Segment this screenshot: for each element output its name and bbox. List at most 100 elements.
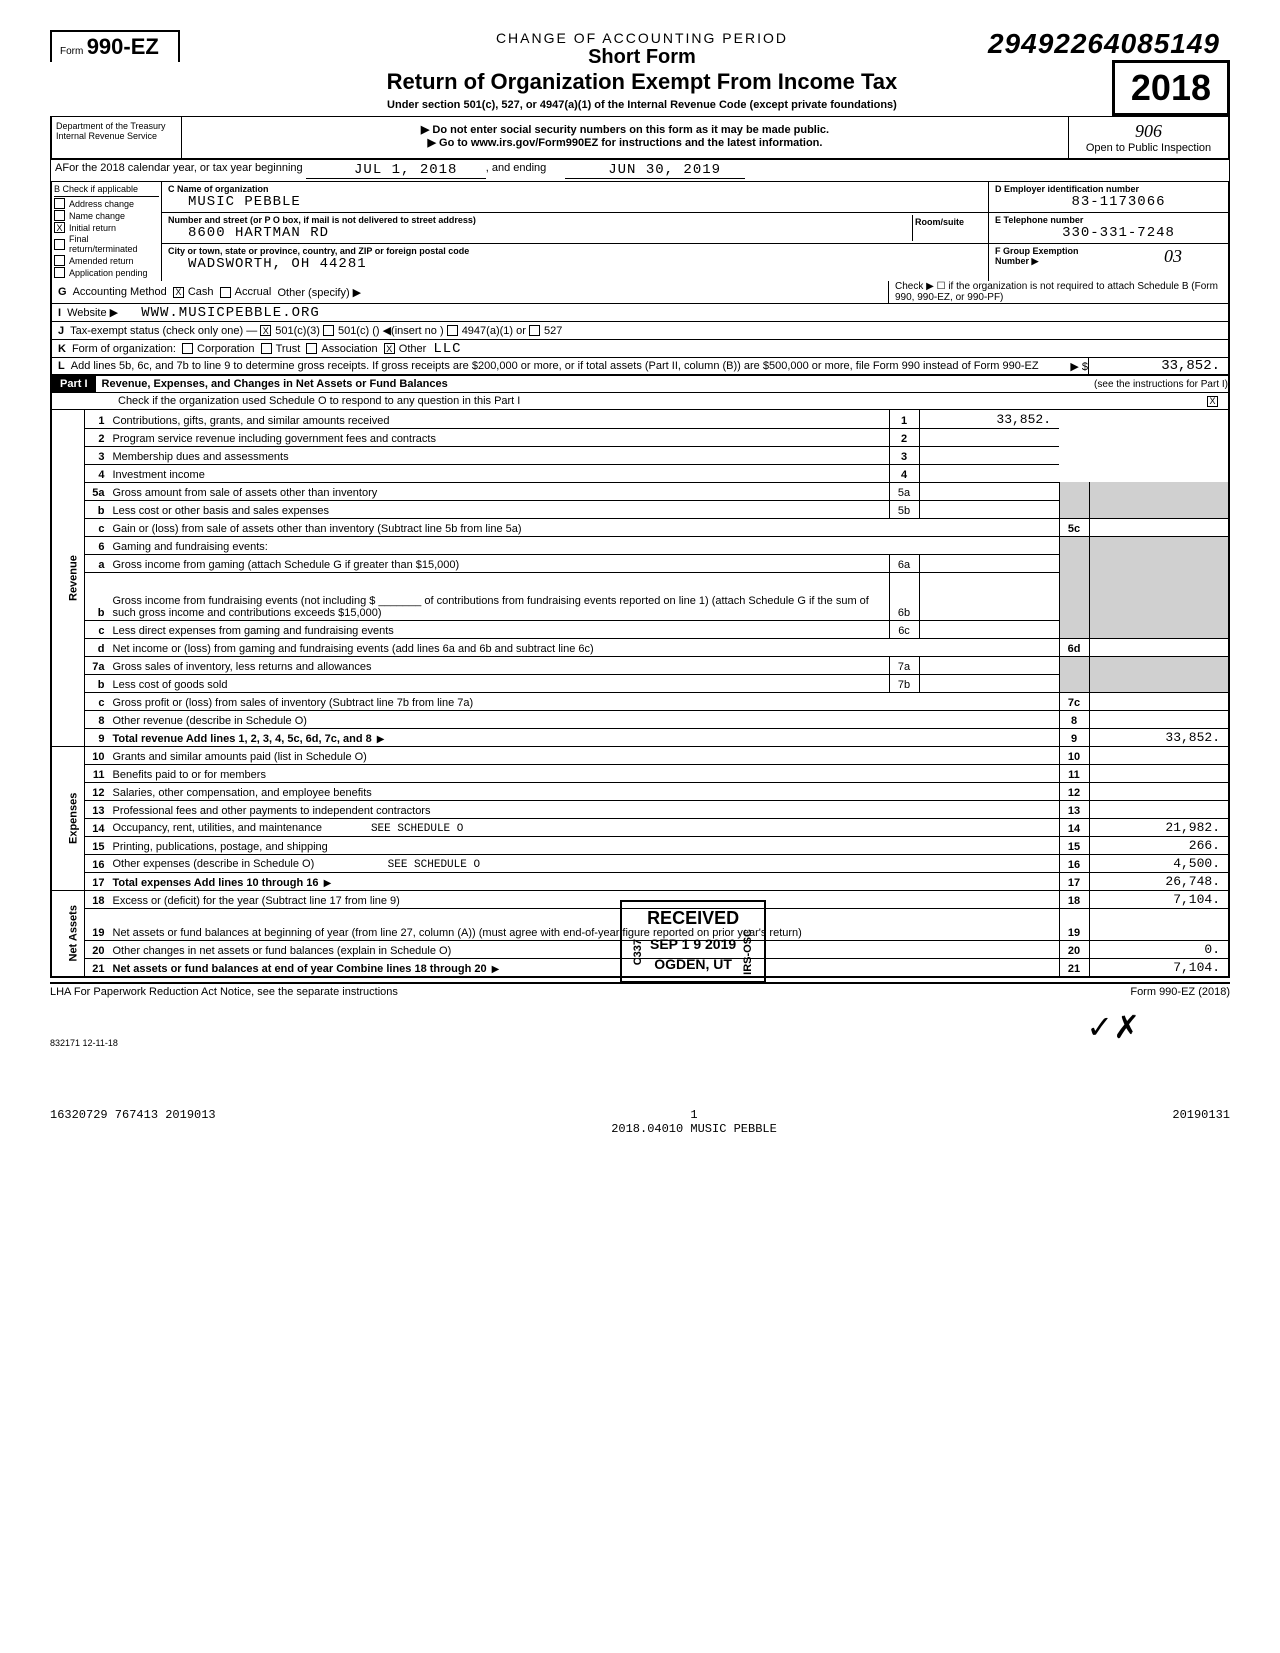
checkbox-other-org[interactable]: X [384,343,395,354]
stamp-city: OGDEN, UT [650,956,736,972]
checkbox-final-return[interactable] [54,239,65,250]
checkbox-pending[interactable] [54,267,65,278]
checkbox-cash[interactable]: X [173,287,184,298]
e-label: E Telephone number [995,215,1222,225]
row-i: I Website ▶ WWW.MUSICPEBBLE.ORG [50,304,1230,322]
bottom-line: 16320729 767413 2019013 1 2018.04010 MUS… [50,1108,1230,1136]
row-k-text: Form of organization: [72,343,176,355]
row-k: K Form of organization: Corporation Trus… [50,340,1230,358]
line-desc: Less cost of goods sold [109,674,890,692]
line-amt [919,428,1059,446]
other-org-value: LLC [429,341,461,357]
line-col: 6d [1059,638,1089,656]
bottom-center2: 2018.04010 MUSIC PEBBLE [611,1122,777,1136]
line-desc: Grants and similar amounts paid (list in… [109,746,1060,764]
label-other-method: Other (specify) ▶ [277,286,361,299]
shade [1059,656,1089,692]
handwritten-906: 906 [1135,121,1162,141]
line-desc: Total revenue Add lines 1, 2, 3, 4, 5c, … [109,728,1060,746]
table-row: 14Occupancy, rent, utilities, and mainte… [51,818,1229,836]
table-row: 15Printing, publications, postage, and s… [51,836,1229,854]
stamp-date: SEP 1 9 2019 [650,936,736,952]
line-col: 17 [1059,872,1089,890]
table-row: bGross income from fundraising events (n… [51,572,1229,620]
checkbox-corp[interactable] [182,343,193,354]
line-amt [919,464,1059,482]
row-a-mid: , and ending [486,162,547,179]
shade [1089,536,1229,638]
label-other-org: Other [399,343,427,355]
line-desc: Gaming and fundraising events: [109,536,1060,554]
checkbox-trust[interactable] [261,343,272,354]
line-num: b [85,572,109,620]
shade [1059,536,1089,638]
label-527: 527 [544,325,562,337]
checkbox-501c[interactable] [323,325,334,336]
label-pending: Application pending [69,268,148,278]
org-info-section: B Check if applicable Address change Nam… [50,182,1230,281]
line-num: 7a [85,656,109,674]
line-desc: Gross income from fundraising events (no… [109,572,890,620]
line-col: 8 [1059,710,1089,728]
line-desc: Gross amount from sale of assets other t… [109,482,890,500]
line-col: 7c [1059,692,1089,710]
line-amt [1089,908,1229,940]
checkbox-initial-return[interactable]: X [54,222,65,233]
line-col: 5c [1059,518,1089,536]
checkbox-address-change[interactable] [54,198,65,209]
line-col: 10 [1059,746,1089,764]
label-trust: Trust [276,343,301,355]
part1-label: Part I [52,376,96,392]
line-num: 2 [85,428,109,446]
checkbox-name-change[interactable] [54,210,65,221]
checkbox-amended[interactable] [54,255,65,266]
form-prefix: Form [60,46,83,57]
row-j-label: J [52,325,70,337]
line-num: 4 [85,464,109,482]
checkbox-accrual[interactable] [220,287,231,298]
col-c-org: C Name of organization MUSIC PEBBLE Numb… [162,182,988,281]
line-col: 1 [889,410,919,428]
sub-amt [919,572,1059,620]
label-4947: 4947(a)(1) or [462,325,526,337]
sub-amt [919,554,1059,572]
checkbox-schedule-o[interactable]: X [1207,396,1218,407]
line-desc: Membership dues and assessments [109,446,890,464]
line-col: 12 [1059,782,1089,800]
line-num: c [85,518,109,536]
checkbox-assoc[interactable] [306,343,317,354]
short-form-label: Short Form [180,46,1104,69]
label-final-return: Final return/terminated [69,234,159,254]
addr-label: Number and street (or P O box, if mail i… [168,215,912,225]
line-col: 15 [1059,836,1089,854]
org-name: MUSIC PEBBLE [168,194,982,210]
table-row: 17Total expenses Add lines 10 through 16… [51,872,1229,890]
label-501c3: 501(c)(3) [275,325,320,337]
line-amt [1089,800,1229,818]
checkbox-4947[interactable] [447,325,458,336]
form-ref: Form 990-EZ (2018) [1130,986,1230,998]
line-desc: Net assets or fund balances at end of ye… [109,958,1060,977]
label-cash: Cash [188,286,214,298]
checkbox-527[interactable] [529,325,540,336]
line-num: 3 [85,446,109,464]
bottom-left: 16320729 767413 2019013 [50,1108,216,1136]
sub-num: 6a [889,554,919,572]
line-num: b [85,674,109,692]
line-num: 9 [85,728,109,746]
line-amt: 21,982. [1089,818,1229,836]
line-num: c [85,692,109,710]
row-a-tax-year: A For the 2018 calendar year, or tax yea… [50,160,1230,182]
open-public-label: Open to Public Inspection [1073,142,1224,154]
checkbox-501c3[interactable]: X [260,325,271,336]
sub-amt [919,620,1059,638]
col-de: D Employer identification number 83-1173… [988,182,1228,281]
line-desc: Total expenses Add lines 10 through 16 [109,872,1060,890]
table-row: 12Salaries, other compensation, and empl… [51,782,1229,800]
ein: 83-1173066 [995,194,1222,210]
lha-notice: LHA For Paperwork Reduction Act Notice, … [50,986,398,998]
table-row: 7aGross sales of inventory, less returns… [51,656,1229,674]
city-label: City or town, state or province, country… [168,246,982,256]
row-g-label: G [52,286,73,298]
line-col: 13 [1059,800,1089,818]
